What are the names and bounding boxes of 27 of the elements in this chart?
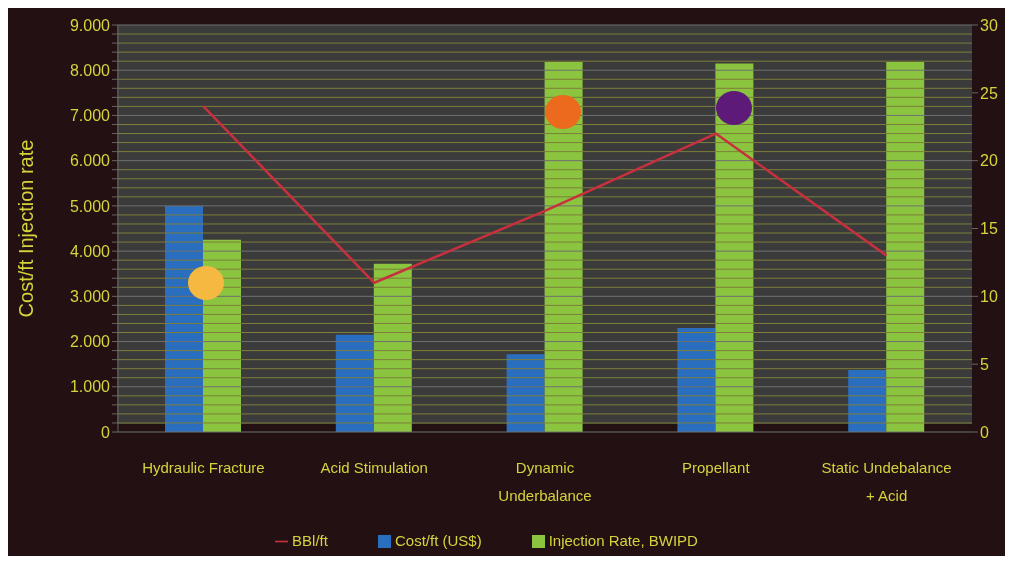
y2-tick-label: 5 [980, 355, 989, 373]
y2-tick-label: 30 [980, 16, 998, 34]
legend-label: BBl/ft [292, 532, 328, 549]
x-tick-label: Dynamic Underbalance [498, 458, 592, 504]
y-tick-label: 6.000 [69, 152, 111, 170]
y-tick-label: 1.000 [69, 378, 111, 396]
line-series [202, 105, 888, 285]
x-tick-label: Propellant [682, 458, 751, 476]
legend-label: Injection Rate, BWIPD [548, 532, 698, 549]
x-tick-label: Hydraulic Fracture [142, 458, 265, 476]
y-tick-label: 4.000 [69, 242, 111, 260]
y-tick-label: 9.000 [69, 16, 111, 34]
y-tick-label: 2.000 [69, 333, 111, 351]
y2-tick-label: 15 [980, 220, 998, 238]
y2-tick-label: 20 [980, 152, 998, 170]
y-tick-label: 0 [101, 423, 111, 441]
y-axis-title: Cost/ft Injection rate [15, 139, 38, 318]
x-tick-label: Acid Stimulation [320, 458, 428, 476]
y-tick-label: 3.000 [69, 288, 111, 306]
y-tick-label: 7.000 [69, 107, 111, 125]
legend-label: Cost/ft (US$) [394, 532, 482, 549]
y2-tick-label: 0 [980, 423, 989, 441]
y-tick-label: 8.000 [69, 61, 111, 79]
y2-tick-label: 25 [980, 84, 998, 102]
y2-tick-label: 10 [980, 288, 998, 306]
y-tick-label: 5.000 [69, 197, 111, 215]
x-tick-label: Static Undebalance + Acid [821, 458, 952, 504]
